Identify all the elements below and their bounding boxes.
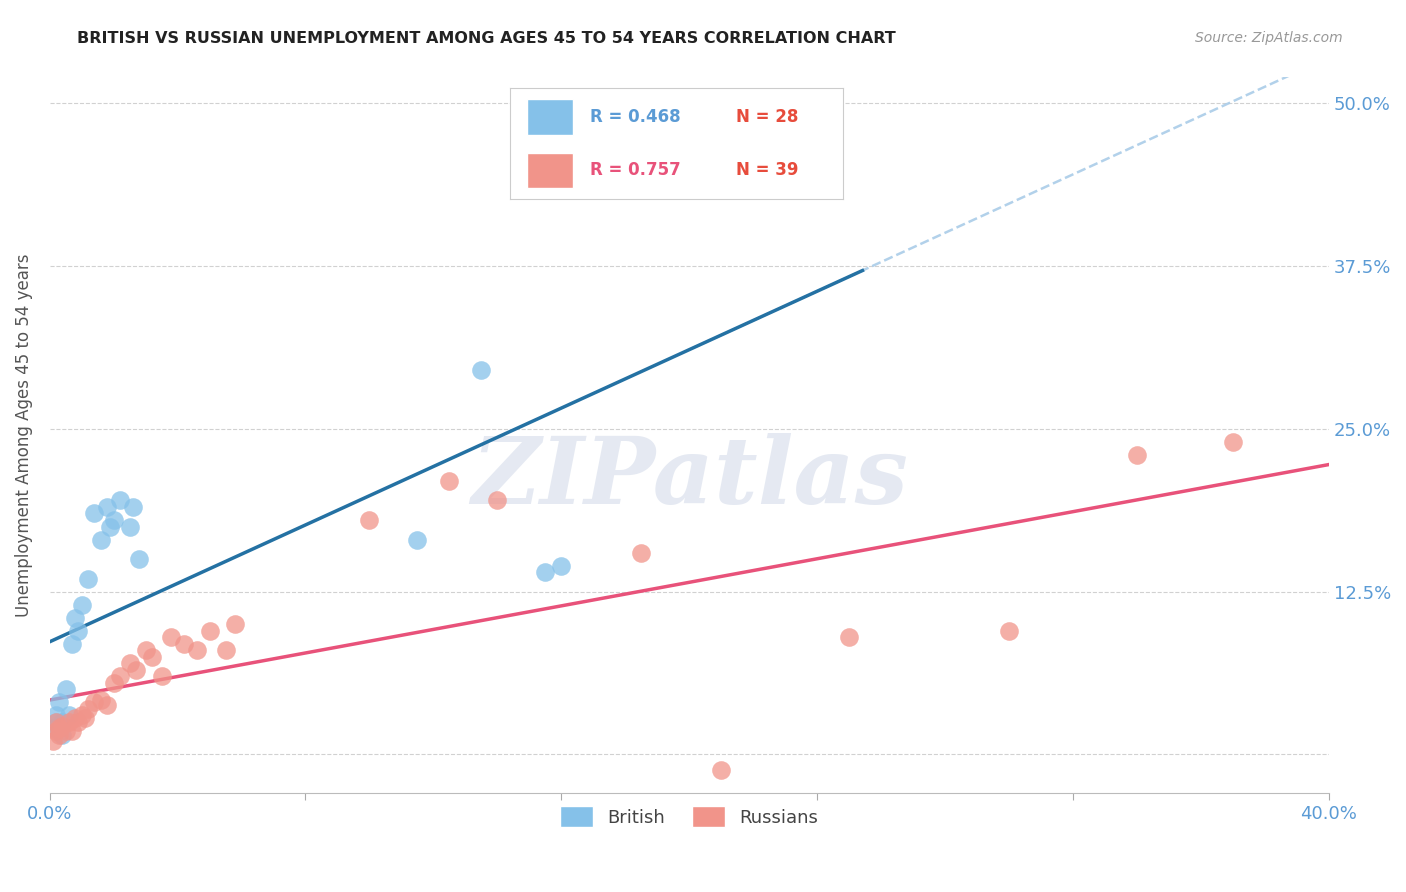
Point xyxy=(678,181,700,195)
Point xyxy=(135,643,157,657)
Point xyxy=(77,702,100,716)
Point xyxy=(90,692,112,706)
Point xyxy=(173,637,195,651)
Point xyxy=(58,708,80,723)
Point xyxy=(51,719,73,733)
Point xyxy=(67,714,90,729)
Point xyxy=(1222,434,1244,449)
Point xyxy=(73,711,96,725)
Point xyxy=(214,643,236,657)
Point xyxy=(186,643,208,657)
Point xyxy=(67,624,90,638)
Point xyxy=(160,630,183,644)
Text: BRITISH VS RUSSIAN UNEMPLOYMENT AMONG AGES 45 TO 54 YEARS CORRELATION CHART: BRITISH VS RUSSIAN UNEMPLOYMENT AMONG AG… xyxy=(77,31,896,46)
Point xyxy=(96,500,118,514)
Point xyxy=(55,682,77,697)
Point xyxy=(198,624,221,638)
Point xyxy=(83,507,105,521)
Point xyxy=(60,723,83,738)
Point xyxy=(128,552,150,566)
Point xyxy=(534,565,557,579)
Point xyxy=(58,714,80,729)
Point xyxy=(60,637,83,651)
Point xyxy=(470,363,492,377)
Point xyxy=(45,714,67,729)
Point xyxy=(70,708,93,723)
Point xyxy=(55,723,77,738)
Point xyxy=(48,695,70,709)
Legend: British, Russians: British, Russians xyxy=(553,799,825,834)
Point xyxy=(42,721,65,735)
Point xyxy=(83,695,105,709)
Point xyxy=(45,714,67,729)
Point xyxy=(100,519,122,533)
Point xyxy=(96,698,118,712)
Point xyxy=(118,656,141,670)
Point xyxy=(108,493,131,508)
Point xyxy=(65,711,87,725)
Point xyxy=(51,728,73,742)
Point xyxy=(486,493,509,508)
Text: ZIPatlas: ZIPatlas xyxy=(471,434,908,524)
Point xyxy=(125,663,148,677)
Point xyxy=(45,708,67,723)
Point xyxy=(550,558,572,573)
Point xyxy=(1126,448,1149,462)
Y-axis label: Unemployment Among Ages 45 to 54 years: Unemployment Among Ages 45 to 54 years xyxy=(15,253,32,617)
Point xyxy=(998,624,1021,638)
Point xyxy=(224,617,246,632)
Point xyxy=(103,513,125,527)
Point xyxy=(90,533,112,547)
Point xyxy=(48,721,70,735)
Point xyxy=(70,598,93,612)
Point xyxy=(65,610,87,624)
Point xyxy=(77,572,100,586)
Point xyxy=(121,500,143,514)
Point xyxy=(48,721,70,735)
Point xyxy=(118,519,141,533)
Point xyxy=(630,545,652,559)
Point xyxy=(45,723,67,738)
Point xyxy=(439,474,461,488)
Point xyxy=(51,714,73,729)
Point xyxy=(103,675,125,690)
Point xyxy=(838,630,860,644)
Point xyxy=(108,669,131,683)
Point xyxy=(42,734,65,748)
Point xyxy=(150,669,173,683)
Point xyxy=(359,513,381,527)
Text: Source: ZipAtlas.com: Source: ZipAtlas.com xyxy=(1195,31,1343,45)
Point xyxy=(406,533,429,547)
Point xyxy=(141,649,163,664)
Point xyxy=(710,763,733,777)
Point xyxy=(48,728,70,742)
